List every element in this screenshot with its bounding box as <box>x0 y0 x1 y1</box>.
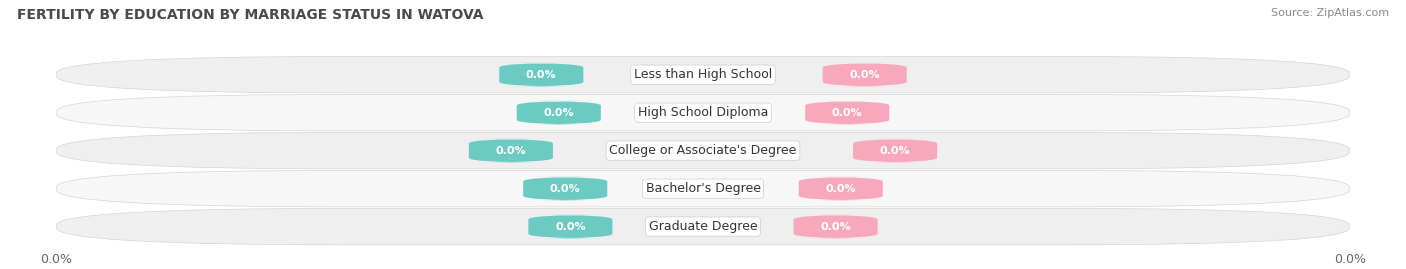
FancyBboxPatch shape <box>56 170 1350 207</box>
Text: 0.0%: 0.0% <box>544 108 574 118</box>
FancyBboxPatch shape <box>806 101 889 125</box>
FancyBboxPatch shape <box>499 63 583 86</box>
Text: 0.0%: 0.0% <box>526 70 557 80</box>
FancyBboxPatch shape <box>468 139 553 162</box>
Text: FERTILITY BY EDUCATION BY MARRIAGE STATUS IN WATOVA: FERTILITY BY EDUCATION BY MARRIAGE STATU… <box>17 8 484 22</box>
Text: Graduate Degree: Graduate Degree <box>648 220 758 233</box>
Text: 0.0%: 0.0% <box>555 222 586 232</box>
FancyBboxPatch shape <box>56 208 1350 245</box>
FancyBboxPatch shape <box>517 101 600 125</box>
FancyBboxPatch shape <box>529 215 613 238</box>
Text: High School Diploma: High School Diploma <box>638 106 768 119</box>
Text: 0.0%: 0.0% <box>825 184 856 194</box>
Text: 0.0%: 0.0% <box>820 222 851 232</box>
FancyBboxPatch shape <box>56 56 1350 93</box>
FancyBboxPatch shape <box>56 94 1350 131</box>
Text: Source: ZipAtlas.com: Source: ZipAtlas.com <box>1271 8 1389 18</box>
FancyBboxPatch shape <box>523 177 607 200</box>
FancyBboxPatch shape <box>823 63 907 86</box>
Text: 0.0%: 0.0% <box>550 184 581 194</box>
Text: 0.0%: 0.0% <box>880 146 911 156</box>
FancyBboxPatch shape <box>799 177 883 200</box>
Text: College or Associate's Degree: College or Associate's Degree <box>609 144 797 157</box>
FancyBboxPatch shape <box>56 132 1350 169</box>
FancyBboxPatch shape <box>853 139 938 162</box>
Text: Less than High School: Less than High School <box>634 68 772 81</box>
FancyBboxPatch shape <box>793 215 877 238</box>
Text: 0.0%: 0.0% <box>495 146 526 156</box>
Text: 0.0%: 0.0% <box>832 108 862 118</box>
Text: Bachelor's Degree: Bachelor's Degree <box>645 182 761 195</box>
Text: 0.0%: 0.0% <box>849 70 880 80</box>
